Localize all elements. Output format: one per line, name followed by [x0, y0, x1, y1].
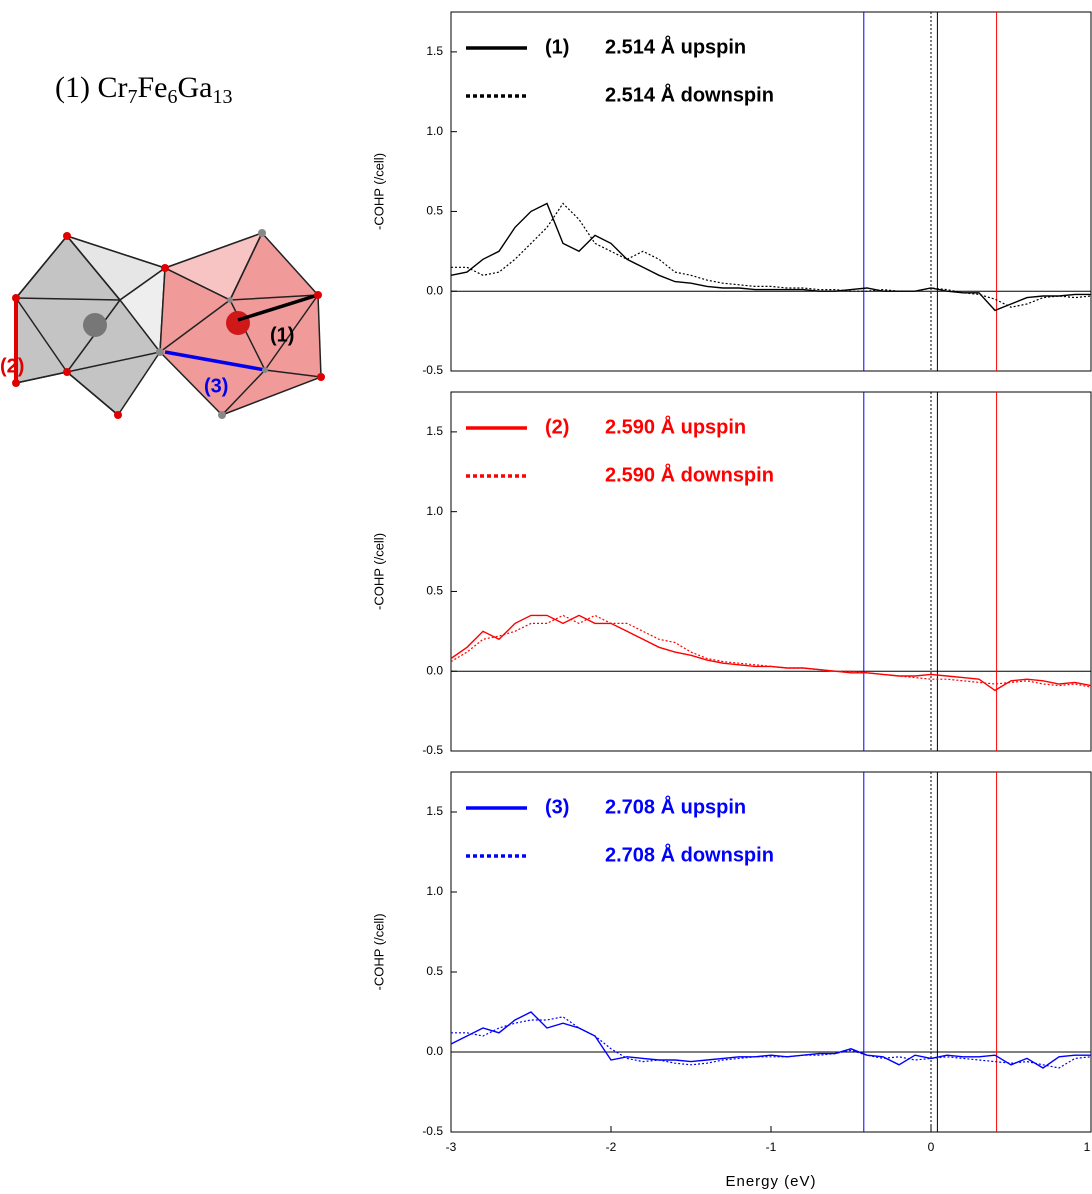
- x-tick-label: 0: [928, 1140, 935, 1154]
- y-tick-label: 0.0: [426, 1044, 443, 1058]
- series-line: [451, 615, 1091, 690]
- y-tick-label: 0.0: [426, 663, 443, 677]
- y-tick-label: 1.5: [426, 44, 443, 58]
- plot-frame: [451, 392, 1091, 751]
- legend-tag: (1): [545, 36, 569, 58]
- y-tick-label: 1.0: [426, 124, 443, 138]
- series-line: [451, 1012, 1091, 1068]
- structure-title: (1) Cr7Fe6Ga13: [55, 71, 232, 108]
- legend-label: 2.590 Å downspin: [605, 462, 774, 486]
- legend-label: 2.514 Å downspin: [605, 82, 774, 106]
- legend-tag: (2): [545, 416, 569, 438]
- title-sub: 7: [127, 86, 137, 108]
- legend-label: 2.514 Å upspin: [605, 34, 746, 58]
- y-tick-label: 0.5: [426, 584, 443, 598]
- series-line: [451, 615, 1091, 687]
- title-sub: 6: [167, 86, 177, 108]
- legend-tag: (3): [545, 796, 569, 818]
- y-tick-label: 0.5: [426, 964, 443, 978]
- bond-label: (3): [204, 375, 228, 397]
- y-axis-label: -COHP (/cell): [371, 913, 386, 990]
- y-tick-label: 0.5: [426, 204, 443, 218]
- y-tick-label: 1.0: [426, 884, 443, 898]
- y-tick-label: 1.0: [426, 504, 443, 518]
- figure: (1) Cr7Fe6Ga13 (1) (2) (3) -0.5 0.0 0.5 1.0…: [0, 0, 1092, 1194]
- y-tick-label: -0.5: [422, 363, 443, 377]
- y-axis-label: -COHP (/cell): [371, 153, 386, 230]
- y-tick-label: 1.5: [426, 424, 443, 438]
- title-sub: 13: [212, 86, 232, 108]
- legend-label: 2.708 Å upspin: [605, 794, 746, 818]
- title-part: Ga: [177, 71, 212, 104]
- y-tick-label: -0.5: [422, 743, 443, 757]
- y-axis-label: -COHP (/cell): [371, 533, 386, 610]
- bond-label: (2): [0, 355, 24, 377]
- x-axis-label: Energy (eV): [725, 1173, 816, 1190]
- x-tick-label: -3: [446, 1140, 457, 1154]
- plot-frame: [451, 12, 1091, 371]
- x-tick-label: -1: [766, 1140, 777, 1154]
- x-tick-label: 1: [1084, 1140, 1091, 1154]
- series-line: [451, 1017, 1091, 1068]
- legend-label: 2.590 Å upspin: [605, 414, 746, 438]
- y-tick-label: 0.0: [426, 283, 443, 297]
- x-tick-label: -2: [606, 1140, 617, 1154]
- title-part: Fe: [137, 71, 167, 104]
- legend-label: 2.708 Å downspin: [605, 842, 774, 866]
- plot-frame: [451, 772, 1091, 1132]
- y-tick-label: -0.5: [422, 1124, 443, 1138]
- title-part: (1) Cr: [55, 71, 127, 104]
- series-line: [451, 204, 1091, 311]
- bond-label: (1): [270, 324, 294, 346]
- y-tick-label: 1.5: [426, 804, 443, 818]
